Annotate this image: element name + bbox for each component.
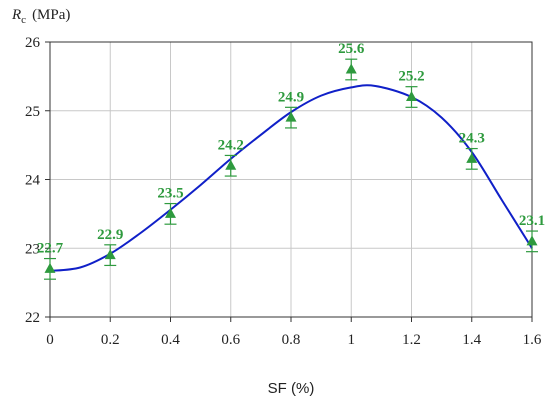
triangle-marker bbox=[104, 249, 116, 260]
y-tick-label: 23 bbox=[25, 241, 40, 257]
x-tick-label: 1.4 bbox=[462, 332, 481, 348]
y-axis-symbol: R bbox=[11, 7, 21, 23]
y-tick-label: 24 bbox=[25, 173, 41, 189]
triangle-marker bbox=[44, 262, 56, 273]
x-axis-label: SF (%) bbox=[268, 380, 315, 397]
data-label: 24.9 bbox=[278, 89, 304, 105]
x-tick-label: 0.2 bbox=[101, 332, 120, 348]
y-axis-unit: (MPa) bbox=[32, 7, 70, 23]
data-point: 24.9 bbox=[278, 89, 304, 129]
y-tick-label: 22 bbox=[25, 310, 40, 326]
y-tick-label: 25 bbox=[25, 104, 40, 120]
data-label: 22.9 bbox=[97, 227, 123, 243]
data-label: 24.2 bbox=[218, 137, 244, 153]
data-label: 25.6 bbox=[338, 41, 365, 57]
data-point: 22.9 bbox=[97, 227, 123, 267]
x-tick-label: 0.4 bbox=[161, 332, 180, 348]
data-label: 23.5 bbox=[157, 186, 183, 202]
data-point: 23.5 bbox=[157, 186, 184, 225]
data-point: 24.3 bbox=[459, 131, 485, 170]
data-label: 23.1 bbox=[519, 213, 545, 229]
grid bbox=[49, 41, 533, 318]
triangle-marker bbox=[165, 207, 176, 218]
data-point: 24.2 bbox=[218, 137, 244, 177]
triangle-marker bbox=[225, 159, 237, 170]
triangle-marker bbox=[406, 91, 417, 101]
data-point: 25.6 bbox=[338, 41, 365, 81]
x-tick-label: 0.6 bbox=[221, 332, 240, 348]
y-axis-subscript: c bbox=[21, 14, 26, 26]
x-tick-label: 1.2 bbox=[402, 332, 421, 348]
x-axis-ticks: 0 0.2 0.4 0.6 0.8 1 1.2 1.4 1.6 bbox=[46, 317, 542, 348]
data-point: 22.7 bbox=[37, 241, 64, 280]
y-axis-label: Rc (MPa) bbox=[11, 7, 70, 26]
y-tick-label: 26 bbox=[25, 35, 41, 51]
data-point: 23.1 bbox=[519, 213, 545, 253]
x-tick-label: 1.6 bbox=[523, 332, 542, 348]
data-point: 25.2 bbox=[398, 69, 425, 108]
x-tick-label: 1 bbox=[348, 332, 356, 348]
data-points: 22.7 22.9 23.5 24.2 24.9 25.6 25.2 24.3 23.1 bbox=[37, 41, 545, 280]
triangle-marker bbox=[526, 235, 538, 246]
triangle-marker bbox=[466, 152, 478, 163]
data-label: 24.3 bbox=[459, 131, 485, 147]
data-label: 25.2 bbox=[398, 69, 424, 85]
x-tick-label: 0 bbox=[46, 332, 54, 348]
data-label: 22.7 bbox=[37, 241, 64, 257]
y-axis-ticks: 22 23 24 25 26 bbox=[25, 35, 50, 326]
triangle-marker bbox=[285, 111, 297, 122]
triangle-marker bbox=[345, 63, 357, 74]
x-tick-label: 0.8 bbox=[282, 332, 301, 348]
